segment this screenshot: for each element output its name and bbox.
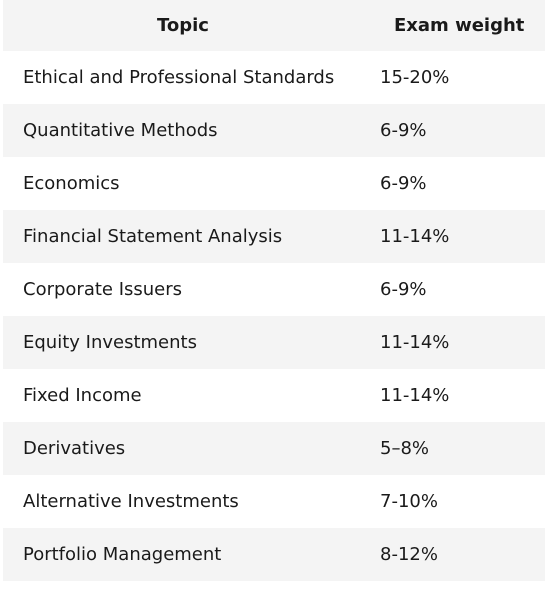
- topic-cell: Alternative Investments: [3, 475, 360, 528]
- topic-cell: Equity Investments: [3, 316, 360, 369]
- weight-cell: 8-12%: [360, 528, 545, 581]
- weight-cell: 7-10%: [360, 475, 545, 528]
- weight-cell: 5–8%: [360, 422, 545, 475]
- topic-cell: Economics: [3, 157, 360, 210]
- table-row: Portfolio Management 8-12%: [3, 528, 545, 581]
- topic-cell: Quantitative Methods: [3, 104, 360, 157]
- header-exam-weight: Exam weight: [360, 0, 545, 51]
- weight-cell: 6-9%: [360, 263, 545, 316]
- exam-weight-table: Topic Exam weight Ethical and Profession…: [3, 0, 545, 581]
- table-row: Economics 6-9%: [3, 157, 545, 210]
- table-row: Quantitative Methods 6-9%: [3, 104, 545, 157]
- weight-cell: 6-9%: [360, 104, 545, 157]
- table-row: Equity Investments 11-14%: [3, 316, 545, 369]
- table-row: Corporate Issuers 6-9%: [3, 263, 545, 316]
- weight-cell: 15-20%: [360, 51, 545, 104]
- topic-cell: Portfolio Management: [3, 528, 360, 581]
- topic-cell: Fixed Income: [3, 369, 360, 422]
- weight-cell: 11-14%: [360, 210, 545, 263]
- weight-cell: 11-14%: [360, 316, 545, 369]
- topic-cell: Corporate Issuers: [3, 263, 360, 316]
- table-body: Ethical and Professional Standards 15-20…: [3, 51, 545, 581]
- topic-cell: Ethical and Professional Standards: [3, 51, 360, 104]
- table-row: Derivatives 5–8%: [3, 422, 545, 475]
- header-row: Topic Exam weight: [3, 0, 545, 51]
- topic-cell: Derivatives: [3, 422, 360, 475]
- topic-cell: Financial Statement Analysis: [3, 210, 360, 263]
- table-header: Topic Exam weight: [3, 0, 545, 51]
- table-row: Fixed Income 11-14%: [3, 369, 545, 422]
- weight-cell: 11-14%: [360, 369, 545, 422]
- table-row: Financial Statement Analysis 11-14%: [3, 210, 545, 263]
- weight-cell: 6-9%: [360, 157, 545, 210]
- table-row: Ethical and Professional Standards 15-20…: [3, 51, 545, 104]
- header-topic: Topic: [3, 0, 360, 51]
- exam-weight-table-container: Topic Exam weight Ethical and Profession…: [3, 0, 545, 581]
- table-row: Alternative Investments 7-10%: [3, 475, 545, 528]
